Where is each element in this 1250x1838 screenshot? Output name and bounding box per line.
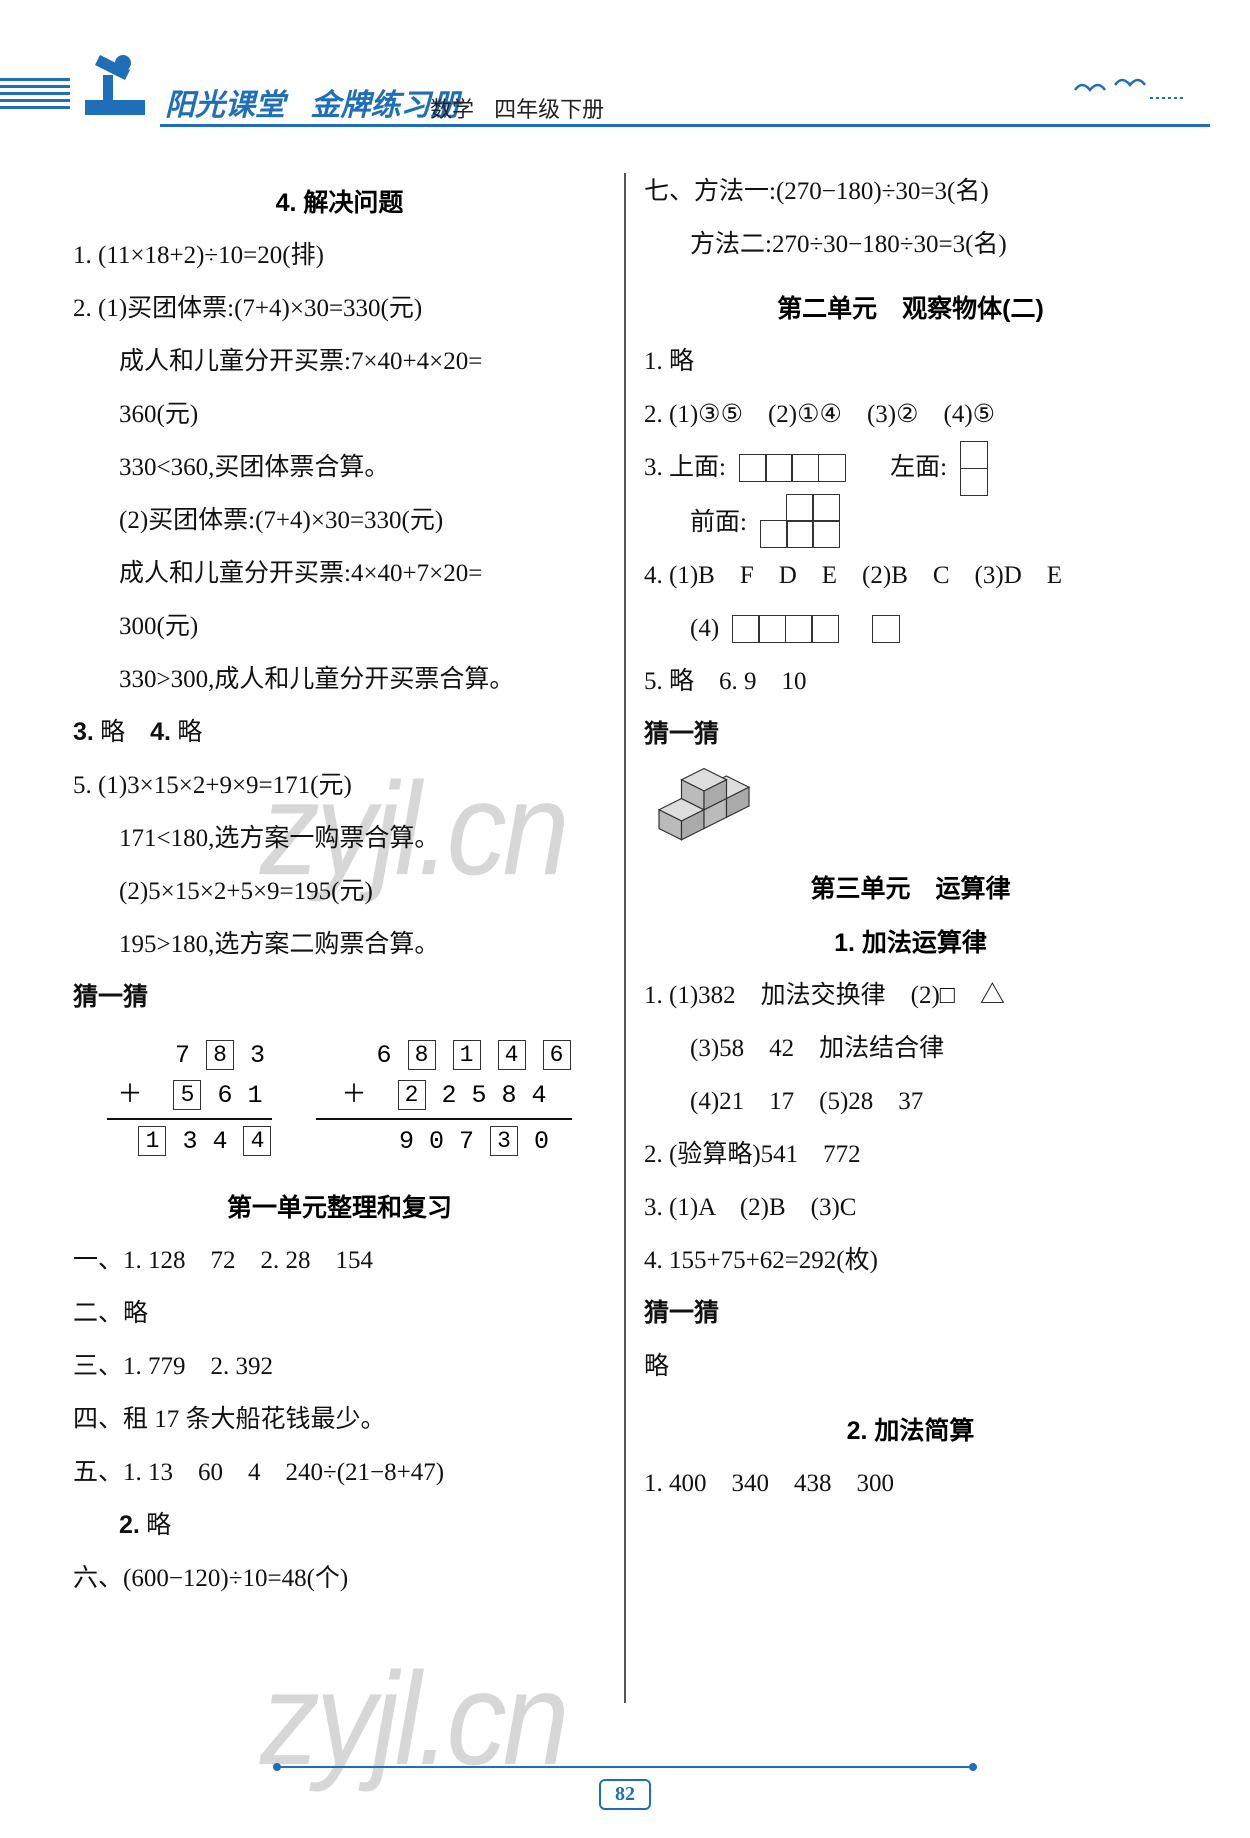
header-stripes-icon [0, 78, 70, 118]
top-view-label: 3. 上面: [644, 454, 726, 481]
answer-line: 1. 400 340 438 300 [644, 1457, 1177, 1510]
section-4-title: 4. 解决问题 [73, 183, 606, 219]
grade-label: 四年级下册 [494, 97, 604, 122]
answer-line: (4)21 17 (5)28 37 [644, 1075, 1177, 1128]
answer-line: (4) [644, 602, 1177, 655]
answer-line: 171<180,选方案一购票合算。 [73, 812, 606, 865]
answer-line: 360(元) [73, 388, 606, 441]
answer-line: 略 [644, 1340, 1177, 1393]
answer-line: 一、1. 128 72 2. 28 154 [73, 1234, 606, 1287]
isometric-figure [644, 761, 1177, 851]
guess-heading: 猜一猜 [73, 971, 606, 1024]
right-column: 七、方法一:(270−180)÷30=3(名) 方法二:270÷30−180÷3… [626, 165, 1195, 1703]
subject-label: 数学 [430, 97, 474, 122]
top-view-grid [740, 456, 846, 482]
arithmetic-block: 7 8 3 ＋ 5 6 1 1 3 4 4 6 8 1 4 6 ＋ 2 2 5 … [73, 1028, 606, 1170]
answer-line: 195>180,选方案二购票合算。 [73, 918, 606, 971]
left-column: 4. 解决问题 1. (11×18+2)÷10=20(排) 2. (1)买团体票… [55, 165, 624, 1703]
page-number: 82 [599, 1779, 651, 1810]
answer-line: 方法二:270÷30−180÷30=3(名) [644, 218, 1177, 271]
views-row-2: 前面: [644, 496, 1177, 549]
addition-1: 7 8 3 ＋ 5 6 1 1 3 4 4 [107, 1036, 272, 1162]
views-row-1: 3. 上面: 左面: [644, 441, 1177, 496]
front-view-grid [761, 496, 867, 549]
answer-line: 六、(600−120)÷10=48(个) [73, 1552, 606, 1605]
unit3-title: 第三单元 运算律 [644, 869, 1177, 905]
header-underline [160, 124, 1210, 127]
sec-1-add-law: 1. 加法运算律 [644, 923, 1177, 959]
answer-line: 四、租 17 条大船花钱最少。 [73, 1393, 606, 1446]
title-part-1: 阳光课堂 [165, 89, 285, 122]
answer-line: 二、略 [73, 1287, 606, 1340]
answer-line: 3. 略 4. 略 [73, 706, 606, 759]
answer-line: 成人和儿童分开买票:4×40+7×20= [73, 547, 606, 600]
q4-4-label: (4) [690, 615, 719, 642]
subject-grade: 数学 四年级下册 [430, 92, 604, 124]
answer-line: 5. (1)3×15×2+9×9=171(元) [73, 759, 606, 812]
answer-line: (3)58 42 加法结合律 [644, 1022, 1177, 1075]
answer-line: 330>300,成人和儿童分开买票合算。 [73, 653, 606, 706]
answer-line: 七、方法一:(270−180)÷30=3(名) [644, 165, 1177, 218]
series-title: 阳光课堂 金牌练习册 [165, 80, 461, 124]
answer-line: (2)5×15×2+5×9=195(元) [73, 865, 606, 918]
footer-line-icon [275, 1766, 975, 1768]
guess-heading: 猜一猜 [644, 708, 1177, 761]
page-header: 阳光课堂 金牌练习册 数学 四年级下册 [0, 30, 1250, 140]
left-view-grid [961, 443, 987, 496]
guess-heading: 猜一猜 [644, 1287, 1177, 1340]
answer-line: 2. (验算略)541 772 [644, 1128, 1177, 1181]
unit1-review-title: 第一单元整理和复习 [73, 1188, 606, 1224]
cube-diagram-icon [644, 761, 764, 851]
front-view-label: 前面: [690, 509, 747, 536]
answer-line: 4. (1)B F D E (2)B C (3)D E [644, 549, 1177, 602]
q4-grid-b [873, 617, 899, 643]
sec-2-add-simplify: 2. 加法简算 [644, 1411, 1177, 1447]
answer-line: 2. (1)买团体票:(7+4)×30=330(元) [73, 282, 606, 335]
answer-line: 300(元) [73, 600, 606, 653]
answer-line: 1. (11×18+2)÷10=20(排) [73, 229, 606, 282]
telescope-icon [75, 45, 155, 125]
page-body: 4. 解决问题 1. (11×18+2)÷10=20(排) 2. (1)买团体票… [55, 165, 1195, 1703]
answer-line: (2)买团体票:(7+4)×30=330(元) [73, 494, 606, 547]
answer-line: 5. 略 6. 9 10 [644, 655, 1177, 708]
unit2-title: 第二单元 观察物体(二) [644, 289, 1177, 325]
answer-line: 1. 略 [644, 335, 1177, 388]
answer-line: 成人和儿童分开买票:7×40+4×20= [73, 335, 606, 388]
birds-icon [1070, 70, 1190, 116]
answer-line: 1. (1)382 加法交换律 (2)□ △ [644, 969, 1177, 1022]
page-footer: 82 [0, 1779, 1250, 1810]
answer-line: 2. (1)③⑤ (2)①④ (3)② (4)⑤ [644, 388, 1177, 441]
q4-grid-a [733, 617, 839, 643]
answer-line: 330<360,买团体票合算。 [73, 441, 606, 494]
addition-2: 6 8 1 4 6 ＋ 2 2 5 8 4 9 0 7 3 0 [316, 1036, 571, 1162]
answer-line: 2. 略 [73, 1499, 606, 1552]
answer-line: 3. (1)A (2)B (3)C [644, 1181, 1177, 1234]
answer-line: 4. 155+75+62=292(枚) [644, 1234, 1177, 1287]
left-view-label: 左面: [890, 454, 947, 481]
answer-line: 三、1. 779 2. 392 [73, 1340, 606, 1393]
answer-line: 五、1. 13 60 4 240÷(21−8+47) [73, 1446, 606, 1499]
